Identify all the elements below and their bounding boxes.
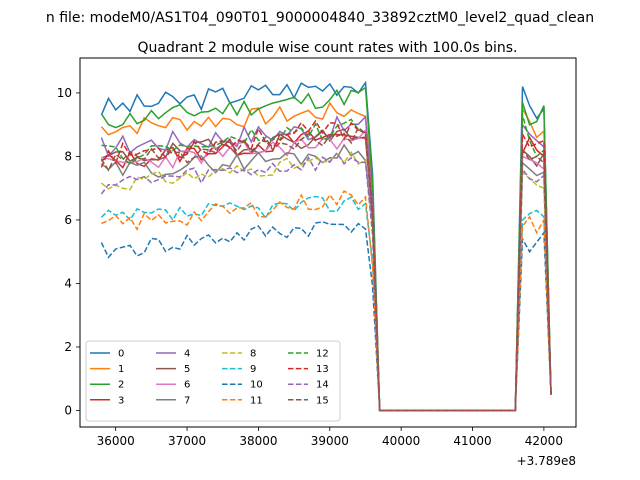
figure-suptitle: n file: modeM0/AS1T04_090T01_9000004840_… — [46, 10, 594, 26]
legend-label-14: 14 — [316, 380, 329, 391]
x-tick-label: 42000 — [525, 434, 563, 448]
legend-label-3: 3 — [118, 395, 124, 406]
legend-label-2: 2 — [118, 380, 124, 391]
y-tick-label: 2 — [64, 340, 72, 354]
x-tick-label: 39000 — [311, 434, 349, 448]
series-line-10 — [100, 220, 552, 412]
legend-label-7: 7 — [184, 395, 190, 406]
legend-label-10: 10 — [250, 380, 263, 391]
legend-label-8: 8 — [250, 349, 256, 360]
x-tick-label: 36000 — [97, 434, 135, 448]
x-tick-label: 41000 — [453, 434, 491, 448]
x-axis: 36000 37000 38000 39000 40000 41000 42000 — [97, 427, 563, 448]
legend-label-12: 12 — [316, 349, 329, 360]
legend-label-9: 9 — [250, 364, 256, 375]
legend-label-4: 4 — [184, 349, 190, 360]
x-offset-label: +3.789e8 — [517, 454, 576, 468]
legend-label-6: 6 — [184, 380, 190, 391]
x-tick-label: 40000 — [382, 434, 420, 448]
y-tick-label: 8 — [64, 149, 72, 163]
series-line-15 — [100, 126, 552, 412]
x-tick-label: 38000 — [239, 434, 277, 448]
plot-area — [100, 80, 552, 412]
y-tick-label: 4 — [64, 276, 72, 290]
legend-label-5: 5 — [184, 364, 190, 375]
legend-label-1: 1 — [118, 364, 124, 375]
legend-box — [85, 340, 341, 422]
legend-label-15: 15 — [316, 395, 329, 406]
y-tick-label: 6 — [64, 213, 72, 227]
axes-frame — [79, 57, 577, 428]
legend-label-0: 0 — [118, 349, 124, 360]
legend-label-11: 11 — [250, 395, 263, 406]
chart-title: Quadrant 2 module wise count rates with … — [138, 40, 518, 56]
y-axis: 0 2 4 6 8 10 — [57, 86, 80, 417]
x-tick-label: 37000 — [168, 434, 206, 448]
y-tick-label: 10 — [57, 86, 72, 100]
legend-label-13: 13 — [316, 364, 329, 375]
y-tick-label: 0 — [64, 403, 72, 417]
